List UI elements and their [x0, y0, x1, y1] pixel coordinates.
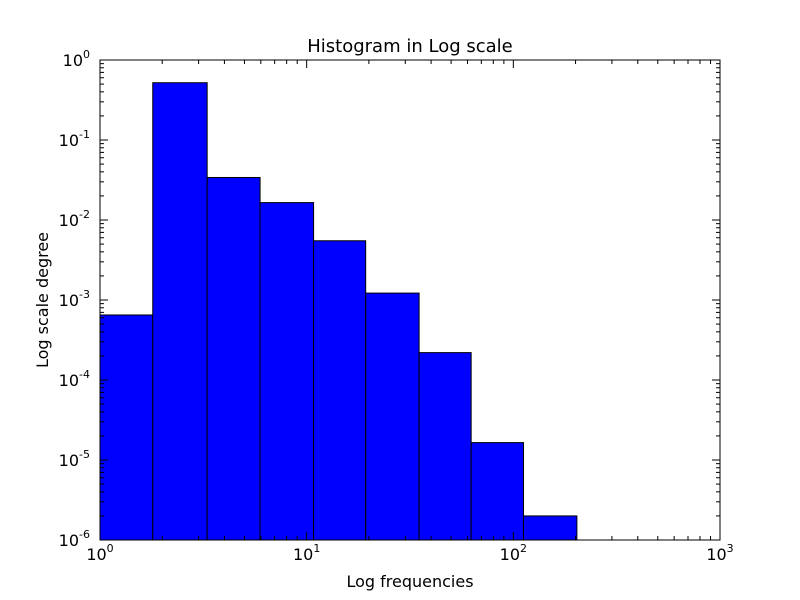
y-tick-label-exp: 0: [83, 48, 90, 61]
histogram-bar: [99, 314, 154, 541]
y-tick-label-base: 10: [59, 371, 79, 390]
x-tick-label-exp: 3: [727, 542, 734, 555]
y-tick-label: 10-5: [59, 448, 90, 470]
y-tick-label: 10-1: [59, 128, 90, 150]
histogram-bar: [313, 240, 367, 541]
histogram-bar: [365, 292, 420, 541]
y-tick-label-base: 10: [59, 531, 79, 550]
chart-title: Histogram in Log scale: [307, 36, 512, 57]
histogram-bar: [259, 202, 315, 541]
y-tick-label: 100: [63, 48, 90, 70]
y-tick-label: 10-2: [59, 208, 90, 230]
x-tick-label-exp: 1: [313, 542, 320, 555]
histogram-bar: [206, 176, 261, 541]
y-tick-label-base: 10: [63, 51, 83, 70]
x-tick-label-base: 10: [293, 545, 313, 564]
y-tick-label: 10-6: [59, 528, 90, 550]
y-tick-label-base: 10: [59, 451, 79, 470]
y-tick-label-exp: -6: [79, 528, 90, 541]
x-axis-label: Log frequencies: [346, 572, 473, 591]
y-tick-label-exp: -1: [79, 128, 90, 141]
x-tick-label-base: 10: [86, 545, 106, 564]
x-tick-label: 103: [706, 542, 733, 564]
y-tick-label-exp: -4: [79, 368, 90, 381]
x-tick-label: 101: [293, 542, 320, 564]
y-tick-label-exp: -5: [79, 448, 90, 461]
histogram-bar: [418, 352, 472, 541]
x-tick-label: 100: [86, 542, 113, 564]
x-tick-label: 102: [500, 542, 527, 564]
bars-layer: [99, 82, 578, 541]
y-tick-label-exp: -2: [79, 208, 90, 221]
y-tick-label-base: 10: [59, 211, 79, 230]
histogram-bar: [152, 82, 208, 541]
histogram-bar: [470, 442, 525, 541]
y-tick-label-exp: -3: [79, 288, 90, 301]
plot-frame: [99, 59, 721, 541]
y-axis-label: Log scale degree: [33, 232, 52, 368]
x-tick-label-exp: 0: [107, 542, 114, 555]
y-tick-label-base: 10: [59, 291, 79, 310]
y-tick-label-base: 10: [59, 131, 79, 150]
x-tick-label-base: 10: [706, 545, 726, 564]
x-tick-label-exp: 2: [520, 542, 527, 555]
y-tick-label: 10-3: [59, 288, 90, 310]
histogram-bar: [523, 515, 578, 541]
y-tick-label: 10-4: [59, 368, 90, 390]
x-tick-label-base: 10: [500, 545, 520, 564]
